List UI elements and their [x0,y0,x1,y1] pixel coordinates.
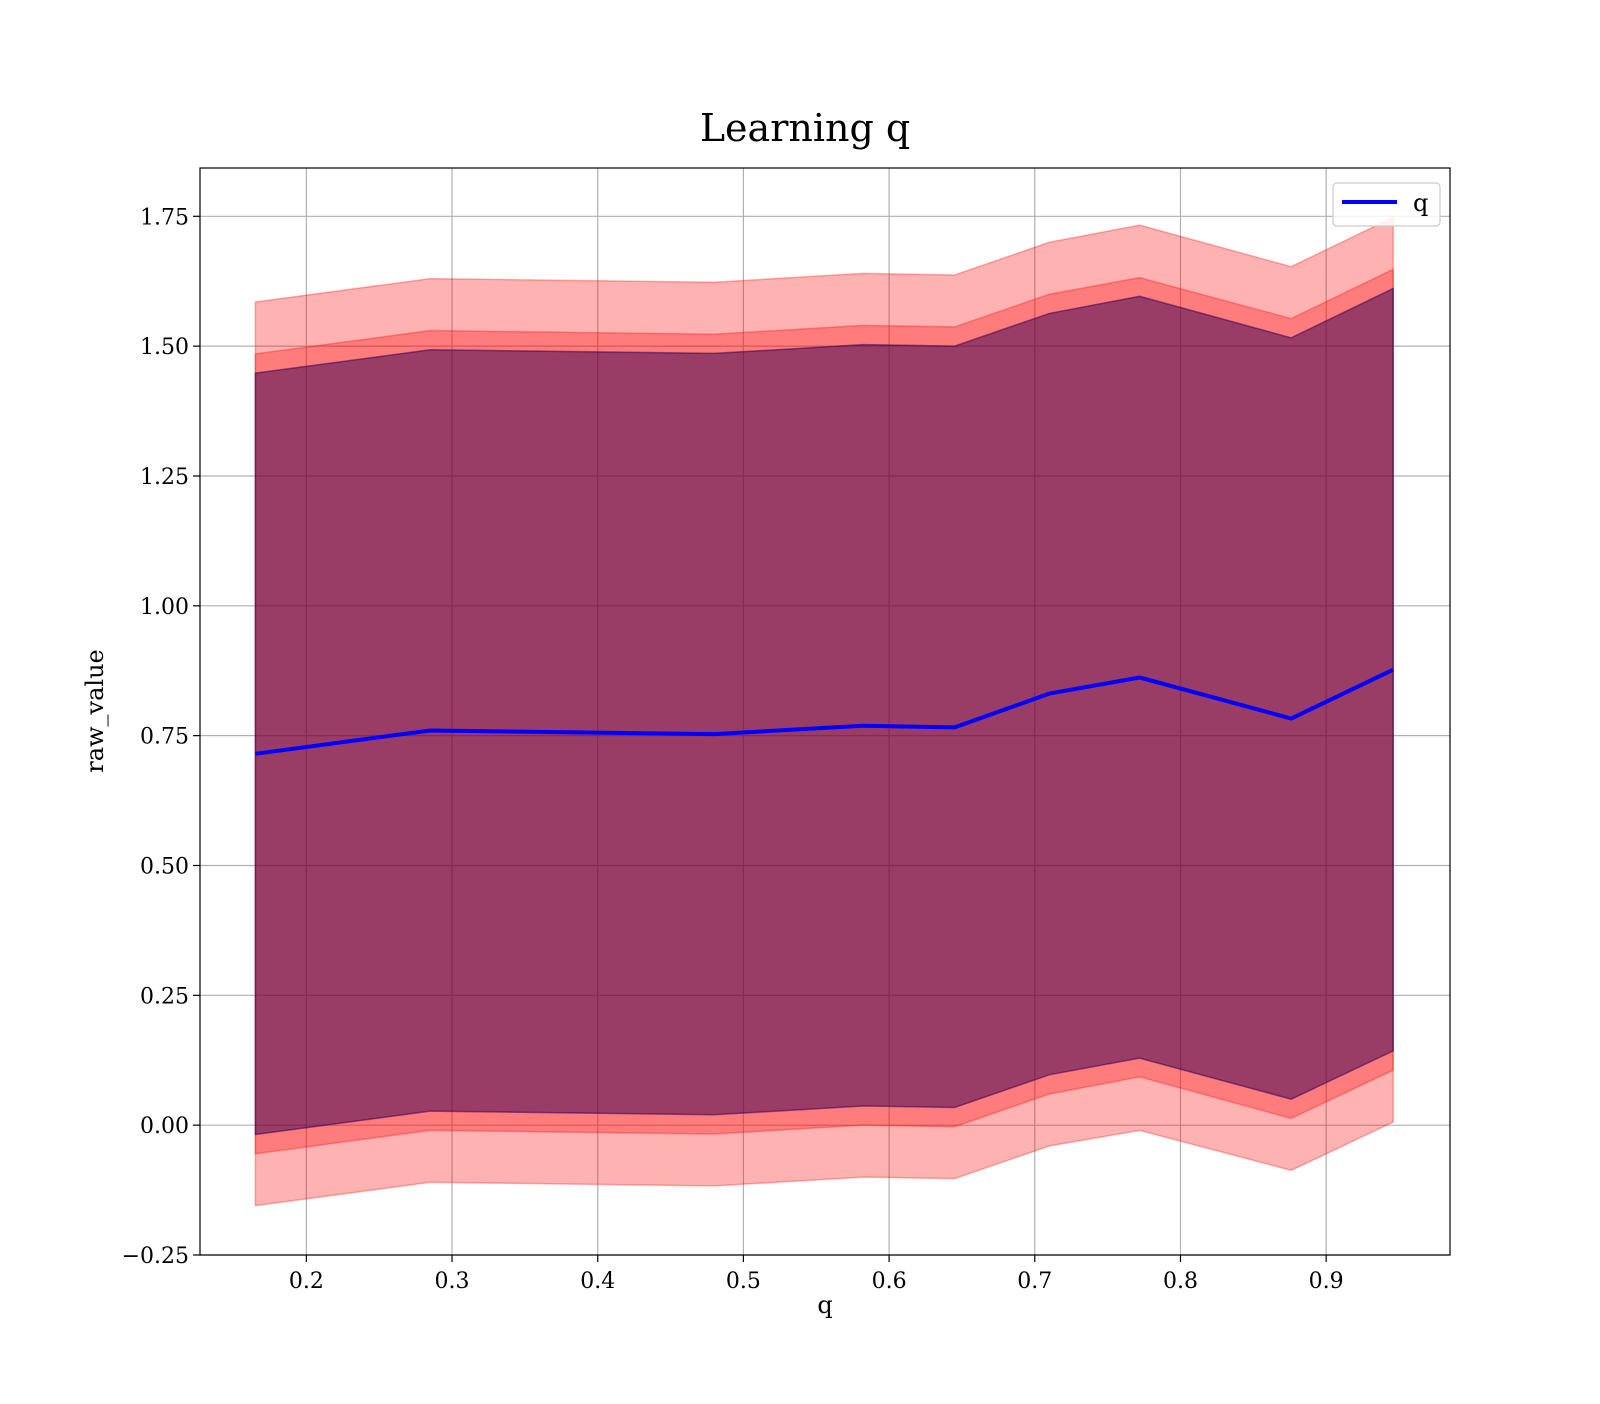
confidence-band-3 [254,287,1394,1136]
y-tick-label: 1.75 [140,205,189,230]
confidence-band-1 [254,216,1394,1207]
x-axis-label: q [817,1291,832,1319]
y-tick-label: 0.00 [140,1114,189,1139]
y-tick-label: 0.75 [140,725,189,750]
y-axis-label: raw_value [81,649,109,773]
y-axis-ticks: −0.25 0.00 0.25 0.50 0.75 1.00 1.25 1.50 1.75 [122,205,200,1269]
x-tick-label: 0.8 [1163,1269,1198,1294]
grid-lines [200,168,1450,1256]
x-axis-ticks: 0.2 0.3 0.4 0.5 0.6 0.7 0.8 0.9 [289,1255,1344,1294]
y-tick-label: 1.25 [140,465,189,490]
x-tick-label: 0.6 [872,1269,907,1294]
y-tick-label: 1.50 [140,335,189,360]
y-tick-label: −0.25 [122,1244,189,1269]
x-tick-label: 0.3 [435,1269,470,1294]
x-tick-label: 0.7 [1017,1269,1052,1294]
y-tick-label: 0.25 [140,984,189,1009]
x-tick-label: 0.9 [1309,1269,1344,1294]
x-tick-label: 0.5 [726,1269,761,1294]
legend-label-q: q [1413,189,1428,217]
confidence-band-4 [254,287,1394,1136]
series-line-q [255,667,1395,756]
chart-title: Learning q [700,106,910,150]
legend-box [1332,182,1441,227]
confidence-bands [254,216,1394,1207]
x-tick-label: 0.2 [289,1269,324,1294]
legend: q [1332,182,1441,227]
y-tick-label: 1.00 [140,595,189,620]
x-tick-label: 0.4 [580,1269,615,1294]
plot-frame [199,167,1451,1256]
plot-background [200,168,1450,1255]
confidence-band-2 [254,268,1394,1155]
series-lines [255,667,1395,756]
y-tick-label: 0.50 [140,854,189,879]
